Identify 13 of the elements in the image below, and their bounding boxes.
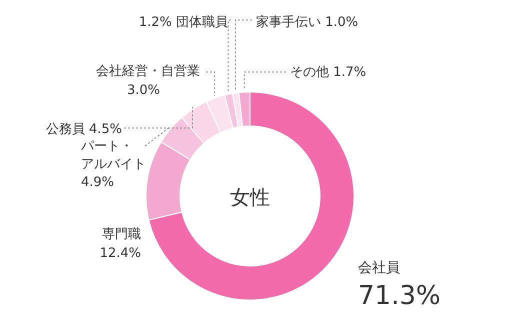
data-label: 3.0% xyxy=(126,83,160,98)
slice-label: 家事手伝い 1.0% xyxy=(256,14,358,30)
data-label: 12.4% xyxy=(100,246,141,261)
data-label: 4.9% xyxy=(81,175,114,190)
slice-label: 会社経営・自営業 xyxy=(96,64,200,79)
slice-label: パート・アルバイト xyxy=(80,139,146,172)
slice-label: 会社員 xyxy=(358,260,400,276)
text: 女性 xyxy=(230,185,270,209)
slice-label: 公務員 4.5% xyxy=(46,122,122,137)
slice-label: 専門職 xyxy=(102,227,141,242)
slice-label: その他 1.7% xyxy=(290,65,366,80)
data-label: 71.3% xyxy=(358,281,441,311)
slice-label: 1.2% 団体職員 xyxy=(138,15,228,30)
